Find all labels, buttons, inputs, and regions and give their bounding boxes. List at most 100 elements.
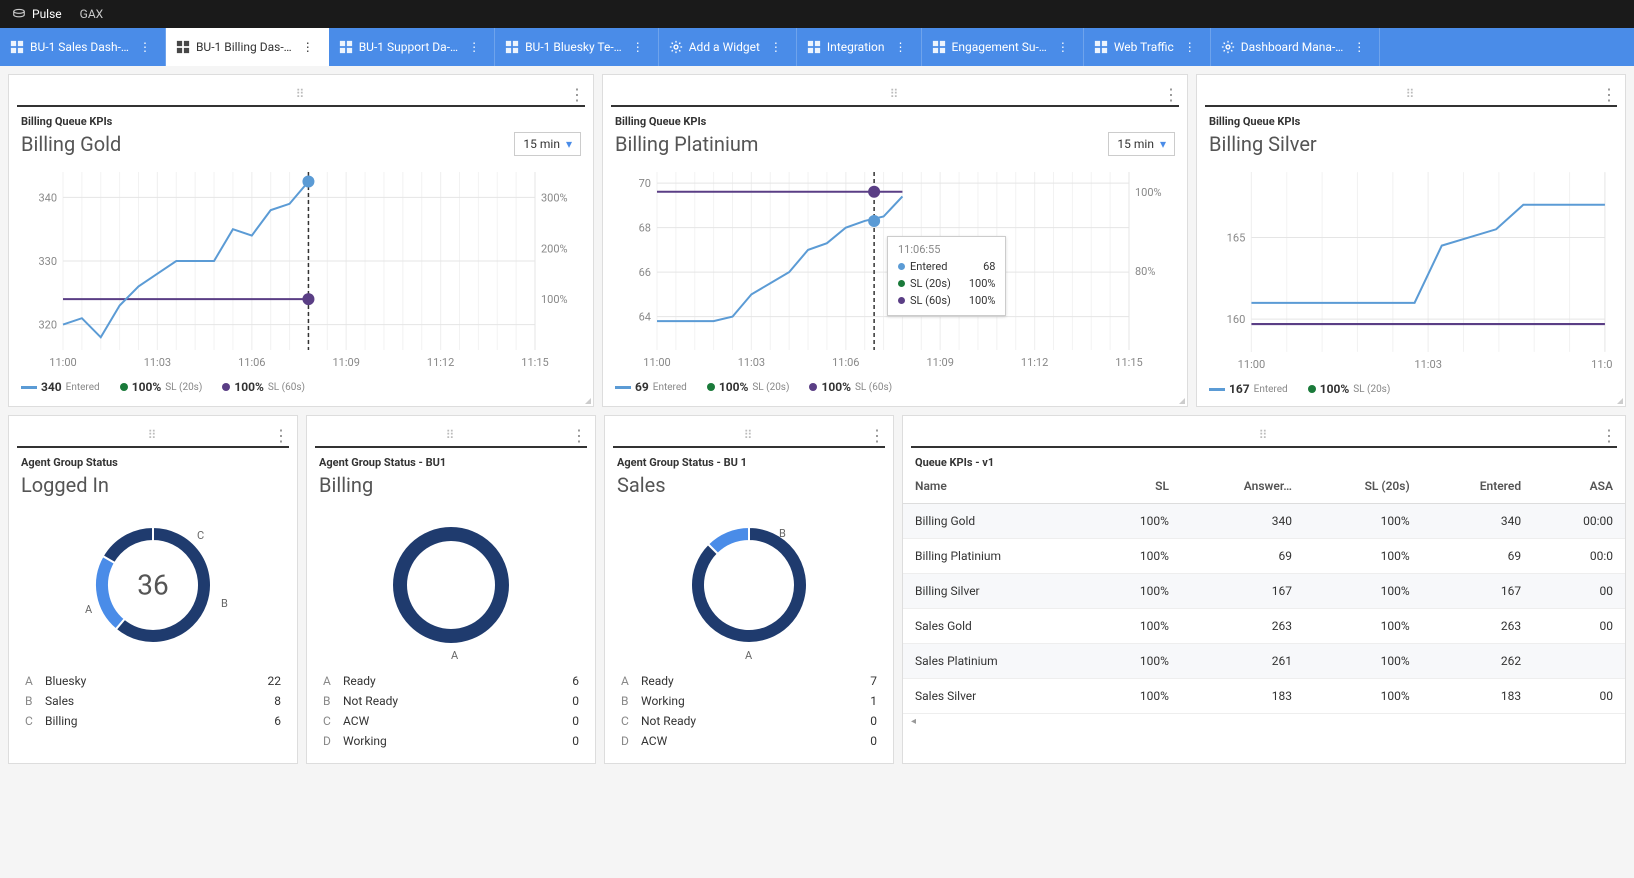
chart-area[interactable]: 6466687080%100%11:0011:0311:0611:0911:12…	[615, 164, 1175, 374]
widget-menu-icon[interactable]: ⋮	[1163, 85, 1179, 104]
legend-item: 69 Entered	[615, 380, 687, 394]
widget-menu-icon[interactable]: ⋮	[273, 426, 289, 445]
chart-legend: 167 Entered100% SL (20s)	[1197, 376, 1625, 406]
table-header[interactable]: ASA	[1533, 469, 1625, 504]
table-cell: 100%	[1304, 644, 1422, 679]
drag-handle-icon[interactable]: ⠿	[744, 428, 755, 442]
chevron-down-icon: ▾	[566, 137, 572, 151]
table-header[interactable]: SL	[1091, 469, 1181, 504]
donut-outer-label: B	[779, 527, 786, 540]
tab-menu-icon[interactable]: ⋮	[298, 40, 318, 54]
drag-handle-icon[interactable]: ⠿	[890, 87, 901, 101]
tab-3[interactable]: BU-1 Bluesky Te-…⋮	[495, 28, 659, 66]
tab-menu-icon[interactable]: ⋮	[628, 40, 648, 54]
table-cell: 167	[1422, 574, 1533, 609]
tab-menu-icon[interactable]: ⋮	[1349, 40, 1369, 54]
app-name: Pulse	[32, 7, 62, 21]
table-row[interactable]: Sales Gold100%263100%26300	[903, 609, 1625, 644]
tab-label: BU-1 Sales Dash-…	[30, 40, 129, 54]
table-cell: Sales Gold	[903, 609, 1091, 644]
drag-handle-icon[interactable]: ⠿	[446, 428, 457, 442]
widget-menu-icon[interactable]: ⋮	[869, 426, 885, 445]
chart-area[interactable]: 320330340100%200%300%11:0011:0311:0611:0…	[21, 164, 581, 374]
table-header[interactable]: Answer…	[1181, 469, 1304, 504]
table-cell: Billing Gold	[903, 504, 1091, 539]
table-row[interactable]: Sales Silver100%183100%18300	[903, 679, 1625, 714]
tab-menu-icon[interactable]: ⋮	[766, 40, 786, 54]
widget-title: Logged In	[21, 473, 109, 497]
app-brand[interactable]: Pulse	[12, 7, 62, 21]
table-header[interactable]: Entered	[1422, 469, 1533, 504]
table-row[interactable]: Billing Silver100%167100%16700	[903, 574, 1625, 609]
tab-4[interactable]: Add a Widget⋮	[659, 28, 797, 66]
tab-7[interactable]: Web Traffic⋮	[1084, 28, 1211, 66]
table-row[interactable]: Billing Platinium100%69100%6900:0	[903, 539, 1625, 574]
time-range-select[interactable]: 15 min ▾	[1108, 132, 1175, 156]
svg-text:100%: 100%	[1135, 186, 1162, 199]
donut-wrap: AB	[605, 505, 893, 665]
tab-0[interactable]: BU-1 Sales Dash-… ⋮	[0, 28, 166, 66]
tab-label: BU-1 Billing Das-…	[196, 40, 292, 54]
grid-icon	[807, 40, 821, 54]
widget-menu-icon[interactable]: ⋮	[1601, 426, 1617, 445]
widget-menu-icon[interactable]: ⋮	[569, 85, 585, 104]
table-row[interactable]: Billing Gold100%340100%34000:00	[903, 504, 1625, 539]
kpi-table-wrap: NameSLAnswer…SL (20s)EnteredASABilling G…	[903, 469, 1625, 737]
widget-section-label: Billing Queue KPIs	[9, 107, 593, 128]
grid-icon	[1094, 40, 1108, 54]
svg-text:11:00: 11:00	[643, 356, 670, 369]
drag-handle-icon[interactable]: ⠿	[148, 428, 159, 442]
widget-billing-status: ⠿⋮Agent Group Status - BU1BillingAAReady…	[306, 415, 596, 764]
tab-menu-icon[interactable]: ⋮	[464, 40, 484, 54]
resize-handle[interactable]	[1177, 396, 1185, 404]
drag-handle-icon[interactable]: ⠿	[296, 87, 307, 101]
grid-icon	[932, 40, 946, 54]
widget-menu-icon[interactable]: ⋮	[571, 426, 587, 445]
svg-text:11:15: 11:15	[521, 356, 548, 369]
table-cell: 100%	[1304, 679, 1422, 714]
svg-text:340: 340	[38, 191, 57, 204]
table-cell: 00	[1533, 679, 1625, 714]
legend-item: 100% SL (20s)	[1308, 382, 1391, 396]
table-row[interactable]: Sales Platinium100%261100%262	[903, 644, 1625, 679]
widget-header: ⠿⋮	[613, 424, 885, 448]
widget-header: ⠿⋮	[17, 83, 585, 107]
tab-5[interactable]: Integration⋮	[797, 28, 922, 66]
svg-text:11:09: 11:09	[332, 356, 359, 369]
tab-menu-icon[interactable]: ⋮	[135, 40, 155, 54]
chart-area[interactable]: 16016511:0011:0311:06	[1209, 164, 1613, 376]
scroll-left-icon[interactable]: ◂	[903, 714, 1625, 729]
tab-menu-icon[interactable]: ⋮	[1053, 40, 1073, 54]
tab-menu-icon[interactable]: ⋮	[1180, 40, 1200, 54]
svg-text:11:03: 11:03	[738, 356, 765, 369]
resize-handle[interactable]	[1615, 396, 1623, 404]
widget-menu-icon[interactable]: ⋮	[1601, 85, 1617, 104]
grid-icon	[505, 40, 519, 54]
widget-title: Sales	[617, 473, 666, 497]
drag-handle-icon[interactable]: ⠿	[1406, 87, 1417, 101]
svg-text:70: 70	[639, 177, 651, 190]
table-header[interactable]: SL (20s)	[1304, 469, 1422, 504]
tab-2[interactable]: BU-1 Support Da-… ⋮	[329, 28, 495, 66]
drag-handle-icon[interactable]: ⠿	[1259, 428, 1270, 442]
time-range-select[interactable]: 15 min ▾	[514, 132, 581, 156]
tab-menu-icon[interactable]: ⋮	[891, 40, 911, 54]
tab-6[interactable]: Engagement Su-…⋮	[922, 28, 1084, 66]
widget-billing-gold: ⠿⋮Billing Queue KPIsBilling Gold15 min ▾…	[8, 74, 594, 407]
svg-text:100%: 100%	[541, 293, 568, 306]
gax-link[interactable]: GAX	[80, 7, 104, 21]
status-list: AReady6BNot Ready0CACW0DWorking0	[307, 665, 595, 763]
svg-text:11:03: 11:03	[1414, 358, 1442, 371]
svg-text:160: 160	[1227, 313, 1246, 326]
grid-icon	[10, 40, 24, 54]
table-header[interactable]: Name	[903, 469, 1091, 504]
kpi-table: NameSLAnswer…SL (20s)EnteredASABilling G…	[903, 469, 1625, 714]
resize-handle[interactable]	[583, 396, 591, 404]
table-cell: 100%	[1091, 644, 1181, 679]
tab-8[interactable]: Dashboard Mana-…⋮	[1211, 28, 1381, 66]
tab-1[interactable]: BU-1 Billing Das-… ⋮	[166, 28, 329, 66]
svg-text:11:09: 11:09	[926, 356, 953, 369]
svg-text:320: 320	[38, 319, 57, 332]
tab-label: BU-1 Support Da-…	[359, 40, 458, 54]
widget-header: ⠿⋮	[911, 424, 1617, 448]
